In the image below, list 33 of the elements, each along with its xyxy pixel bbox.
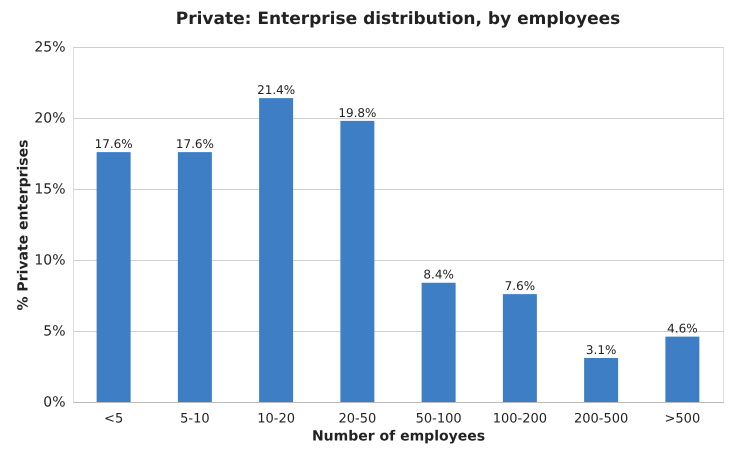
bar xyxy=(422,282,456,402)
bar xyxy=(178,152,212,402)
data-label: 4.6% xyxy=(667,322,698,336)
data-label: 19.8% xyxy=(338,106,376,120)
y-axis-title: % Private enterprises xyxy=(15,140,32,310)
bar xyxy=(96,152,131,402)
bar xyxy=(259,98,294,402)
x-tick-label: <5 xyxy=(104,412,124,426)
y-tick-label: 20% xyxy=(34,110,66,126)
chart-title: Private: Enterprise distribution, by employees xyxy=(176,9,620,29)
x-tick-label: 20-50 xyxy=(338,412,376,426)
x-tick-label: 10-20 xyxy=(257,412,296,426)
x-tick-label: 50-100 xyxy=(416,412,462,426)
data-label: 17.6% xyxy=(94,137,133,152)
x-axis-title: Number of employees xyxy=(312,428,486,444)
x-tick-label: >500 xyxy=(664,412,700,426)
data-label: 21.4% xyxy=(257,83,296,98)
data-label: 17.6% xyxy=(176,137,214,152)
bar xyxy=(502,294,537,402)
y-tick-label: 25% xyxy=(34,40,66,56)
x-tick-label: 5-10 xyxy=(180,412,210,426)
bar xyxy=(340,120,374,402)
data-label: 3.1% xyxy=(586,342,616,357)
bar xyxy=(584,358,618,402)
x-tick-label: 100-200 xyxy=(492,412,548,426)
y-tick-label: 10% xyxy=(34,252,66,268)
x-tick-label: 200-500 xyxy=(574,412,628,426)
y-tick-label: 0% xyxy=(43,394,66,410)
data-label: 7.6% xyxy=(504,279,536,294)
bar xyxy=(665,336,700,402)
y-tick-label: 5% xyxy=(43,324,66,340)
data-label: 8.4% xyxy=(423,268,454,282)
y-tick-label: 15% xyxy=(34,182,66,198)
